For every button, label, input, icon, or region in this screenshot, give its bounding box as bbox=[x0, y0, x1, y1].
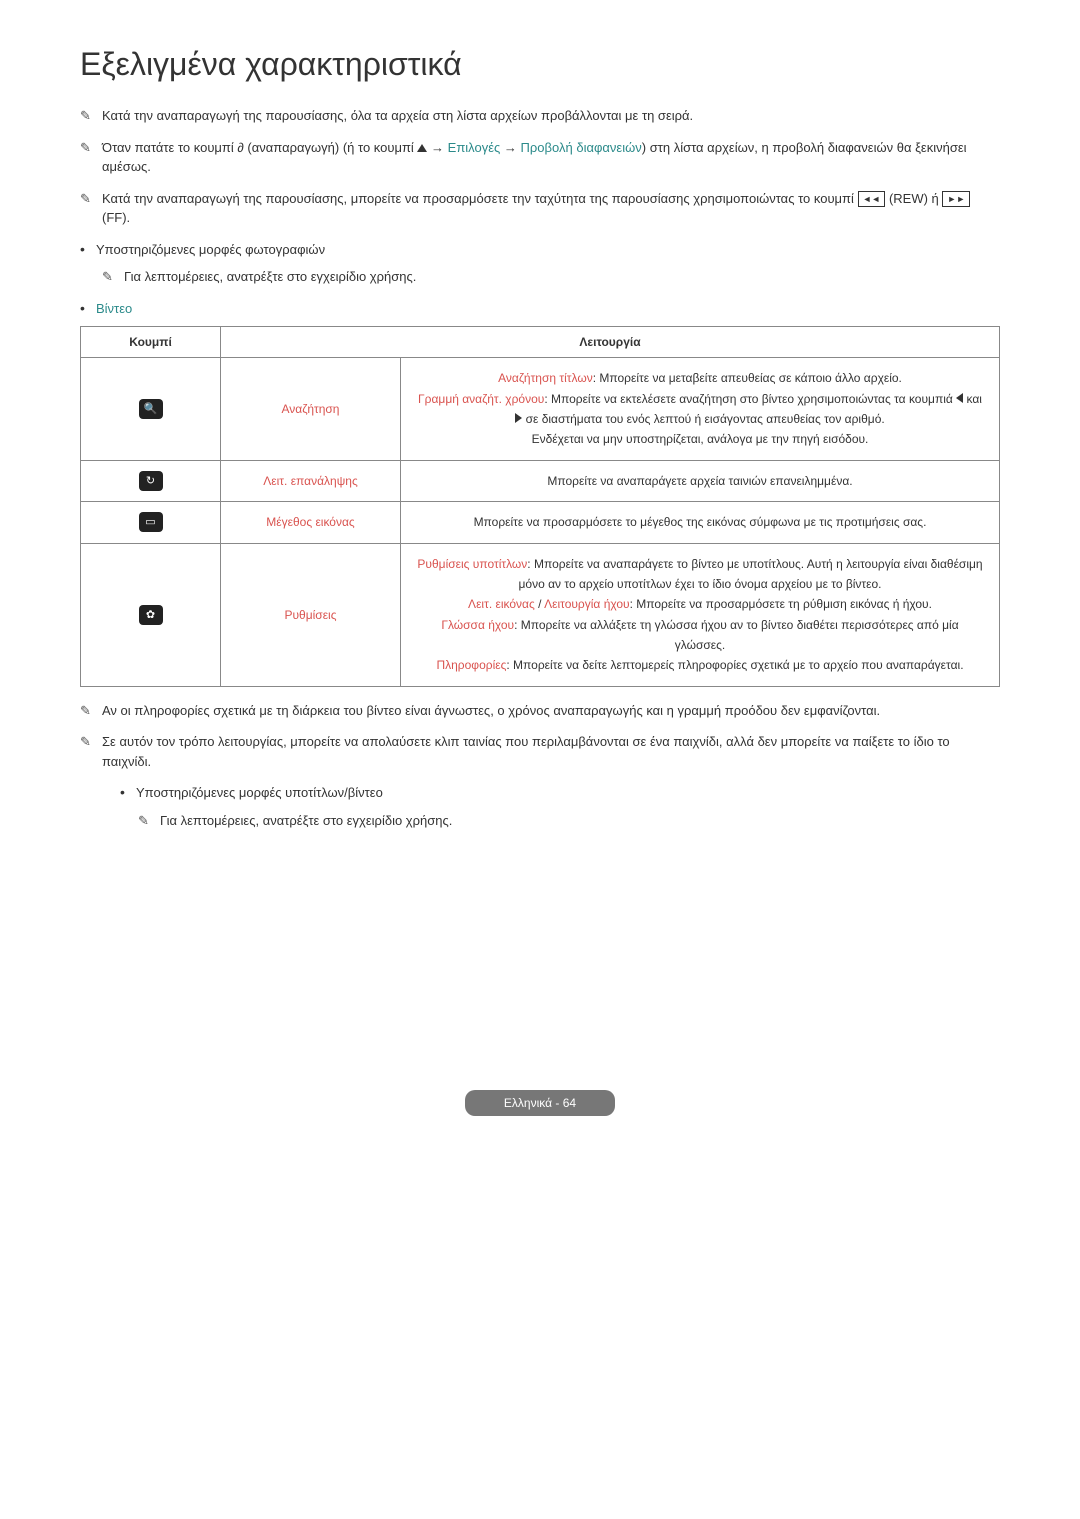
page-title: Εξελιγμένα χαρακτηριστικά bbox=[80, 40, 1000, 88]
functions-table: Κουμπί Λειτουργία 🔍 Αναζήτηση Αναζήτηση … bbox=[80, 326, 1000, 687]
link-options: Επιλογές bbox=[448, 140, 501, 155]
desc-cell: Μπορείτε να αναπαράγετε αρχεία ταινιών ε… bbox=[401, 460, 1000, 501]
label-cell: Αναζήτηση bbox=[221, 358, 401, 461]
text: → bbox=[427, 140, 447, 155]
bullet-photo-formats: • Υποστηριζόμενες μορφές φωτογραφιών bbox=[80, 240, 1000, 260]
note-text: Για λεπτομέρειες, ανατρέξτε στο εγχειρίδ… bbox=[160, 811, 1000, 831]
note-icon: ✎ bbox=[80, 189, 98, 209]
text: Όταν πατάτε το κουμπί ∂ (αναπαραγωγή) (ή… bbox=[102, 140, 417, 155]
note-text: Για λεπτομέρειες, ανατρέξτε στο εγχειρίδ… bbox=[124, 267, 1000, 287]
term: Πληροφορίες bbox=[436, 658, 506, 672]
text: : Μπορείτε να προσαρμόσετε τη ρύθμιση ει… bbox=[630, 597, 932, 611]
table-row: 🔍 Αναζήτηση Αναζήτηση τίτλων: Μπορείτε ν… bbox=[81, 358, 1000, 461]
table-row: ✿ Ρυθμίσεις Ρυθμίσεις υποτίτλων: Μπορείτ… bbox=[81, 543, 1000, 686]
label-cell: Ρυθμίσεις bbox=[221, 543, 401, 686]
desc-cell: Ρυθμίσεις υποτίτλων: Μπορείτε να αναπαρά… bbox=[401, 543, 1000, 686]
up-arrow-icon bbox=[417, 144, 427, 152]
note-sub-details: ✎ Για λεπτομέρειες, ανατρέξτε στο εγχειρ… bbox=[138, 811, 1000, 831]
rew-icon: ◄◄ bbox=[858, 191, 886, 207]
note-icon: ✎ bbox=[80, 106, 98, 126]
repeat-icon: ↻ bbox=[139, 471, 163, 491]
term: Γραμμή αναζήτ. χρόνου bbox=[418, 392, 544, 406]
note-text: Κατά την αναπαραγωγή της παρουσίασης, όλ… bbox=[102, 106, 1000, 126]
label-cell: Λειτ. επανάληψης bbox=[221, 460, 401, 501]
page-footer: Ελληνικά - 64 bbox=[465, 1090, 615, 1116]
bullet-icon: • bbox=[80, 240, 96, 260]
gear-icon: ✿ bbox=[139, 605, 163, 625]
term: Λειτ. εικόνας bbox=[468, 597, 535, 611]
link-slideshow: Προβολή διαφανειών bbox=[521, 140, 642, 155]
bullet-text: Υποστηριζόμενες μορφές φωτογραφιών bbox=[96, 240, 325, 260]
bullet-icon: • bbox=[120, 783, 136, 803]
text: : Μπορείτε να δείτε λεπτομερείς πληροφορ… bbox=[506, 658, 963, 672]
note-unknown-duration: ✎ Αν οι πληροφορίες σχετικά με τη διάρκε… bbox=[80, 701, 1000, 721]
text: Ενδέχεται να μην υποστηρίζεται, ανάλογα … bbox=[532, 432, 869, 446]
note-sequence: ✎ Κατά την αναπαραγωγή της παρουσίασης, … bbox=[80, 106, 1000, 126]
bullet-icon: • bbox=[80, 299, 96, 319]
table-row: ▭ Μέγεθος εικόνας Μπορείτε να προσαρμόσε… bbox=[81, 502, 1000, 543]
icon-cell: ↻ bbox=[81, 460, 221, 501]
bullet-text: Βίντεο bbox=[96, 299, 132, 319]
table-row: ↻ Λειτ. επανάληψης Μπορείτε να αναπαράγε… bbox=[81, 460, 1000, 501]
text: : Μπορείτε να αλλάξετε τη γλώσσα ήχου αν… bbox=[514, 618, 959, 652]
term: Γλώσσα ήχου bbox=[441, 618, 514, 632]
text: (REW) ή bbox=[885, 191, 942, 206]
bullet-sub-formats: • Υποστηριζόμενες μορφές υποτίτλων/βίντε… bbox=[120, 783, 1000, 803]
note-text: Όταν πατάτε το κουμπί ∂ (αναπαραγωγή) (ή… bbox=[102, 138, 1000, 177]
icon-cell: 🔍 bbox=[81, 358, 221, 461]
desc-cell: Αναζήτηση τίτλων: Μπορείτε να μεταβείτε … bbox=[401, 358, 1000, 461]
text: → bbox=[500, 140, 520, 155]
note-text: Κατά την αναπαραγωγή της παρουσίασης, μπ… bbox=[102, 189, 1000, 228]
note-icon: ✎ bbox=[80, 732, 98, 752]
table-header-row: Κουμπί Λειτουργία bbox=[81, 327, 1000, 358]
image-size-icon: ▭ bbox=[139, 512, 163, 532]
term: Αναζήτηση τίτλων bbox=[498, 371, 593, 385]
text: / bbox=[535, 597, 544, 611]
text: σε διαστήματα του ενός λεπτού ή εισάγοντ… bbox=[522, 412, 884, 426]
label-cell: Μέγεθος εικόνας bbox=[221, 502, 401, 543]
desc-cell: Μπορείτε να προσαρμόσετε το μέγεθος της … bbox=[401, 502, 1000, 543]
icon-cell: ▭ bbox=[81, 502, 221, 543]
text: : Μπορείτε να αναπαράγετε το βίντεο με υ… bbox=[519, 557, 983, 591]
note-photo-details: ✎ Για λεπτομέρειες, ανατρέξτε στο εγχειρ… bbox=[102, 267, 1000, 287]
note-speed: ✎ Κατά την αναπαραγωγή της παρουσίασης, … bbox=[80, 189, 1000, 228]
term: Λειτουργία ήχου bbox=[544, 597, 630, 611]
text: Κατά την αναπαραγωγή της παρουσίασης, μπ… bbox=[102, 191, 858, 206]
bullet-video: • Βίντεο bbox=[80, 299, 1000, 319]
text: : Μπορείτε να μεταβείτε απευθείας σε κάπ… bbox=[593, 371, 902, 385]
note-play: ✎ Όταν πατάτε το κουμπί ∂ (αναπαραγωγή) … bbox=[80, 138, 1000, 177]
note-game-clips: ✎ Σε αυτόν τον τρόπο λειτουργίας, μπορεί… bbox=[80, 732, 1000, 771]
note-icon: ✎ bbox=[80, 701, 98, 721]
ff-icon: ►► bbox=[942, 191, 970, 207]
bullet-text: Υποστηριζόμενες μορφές υποτίτλων/βίντεο bbox=[136, 783, 383, 803]
note-text: Αν οι πληροφορίες σχετικά με τη διάρκεια… bbox=[102, 701, 1000, 721]
text: (FF). bbox=[102, 210, 130, 225]
note-icon: ✎ bbox=[138, 811, 156, 831]
search-icon: 🔍 bbox=[139, 399, 163, 419]
note-text: Σε αυτόν τον τρόπο λειτουργίας, μπορείτε… bbox=[102, 732, 1000, 771]
text: : Μπορείτε να εκτελέσετε αναζήτηση στο β… bbox=[544, 392, 956, 406]
icon-cell: ✿ bbox=[81, 543, 221, 686]
note-icon: ✎ bbox=[80, 138, 98, 158]
header-function: Λειτουργία bbox=[221, 327, 1000, 358]
note-icon: ✎ bbox=[102, 267, 120, 287]
text: και bbox=[963, 392, 982, 406]
header-button: Κουμπί bbox=[81, 327, 221, 358]
term: Ρυθμίσεις υποτίτλων bbox=[417, 557, 527, 571]
